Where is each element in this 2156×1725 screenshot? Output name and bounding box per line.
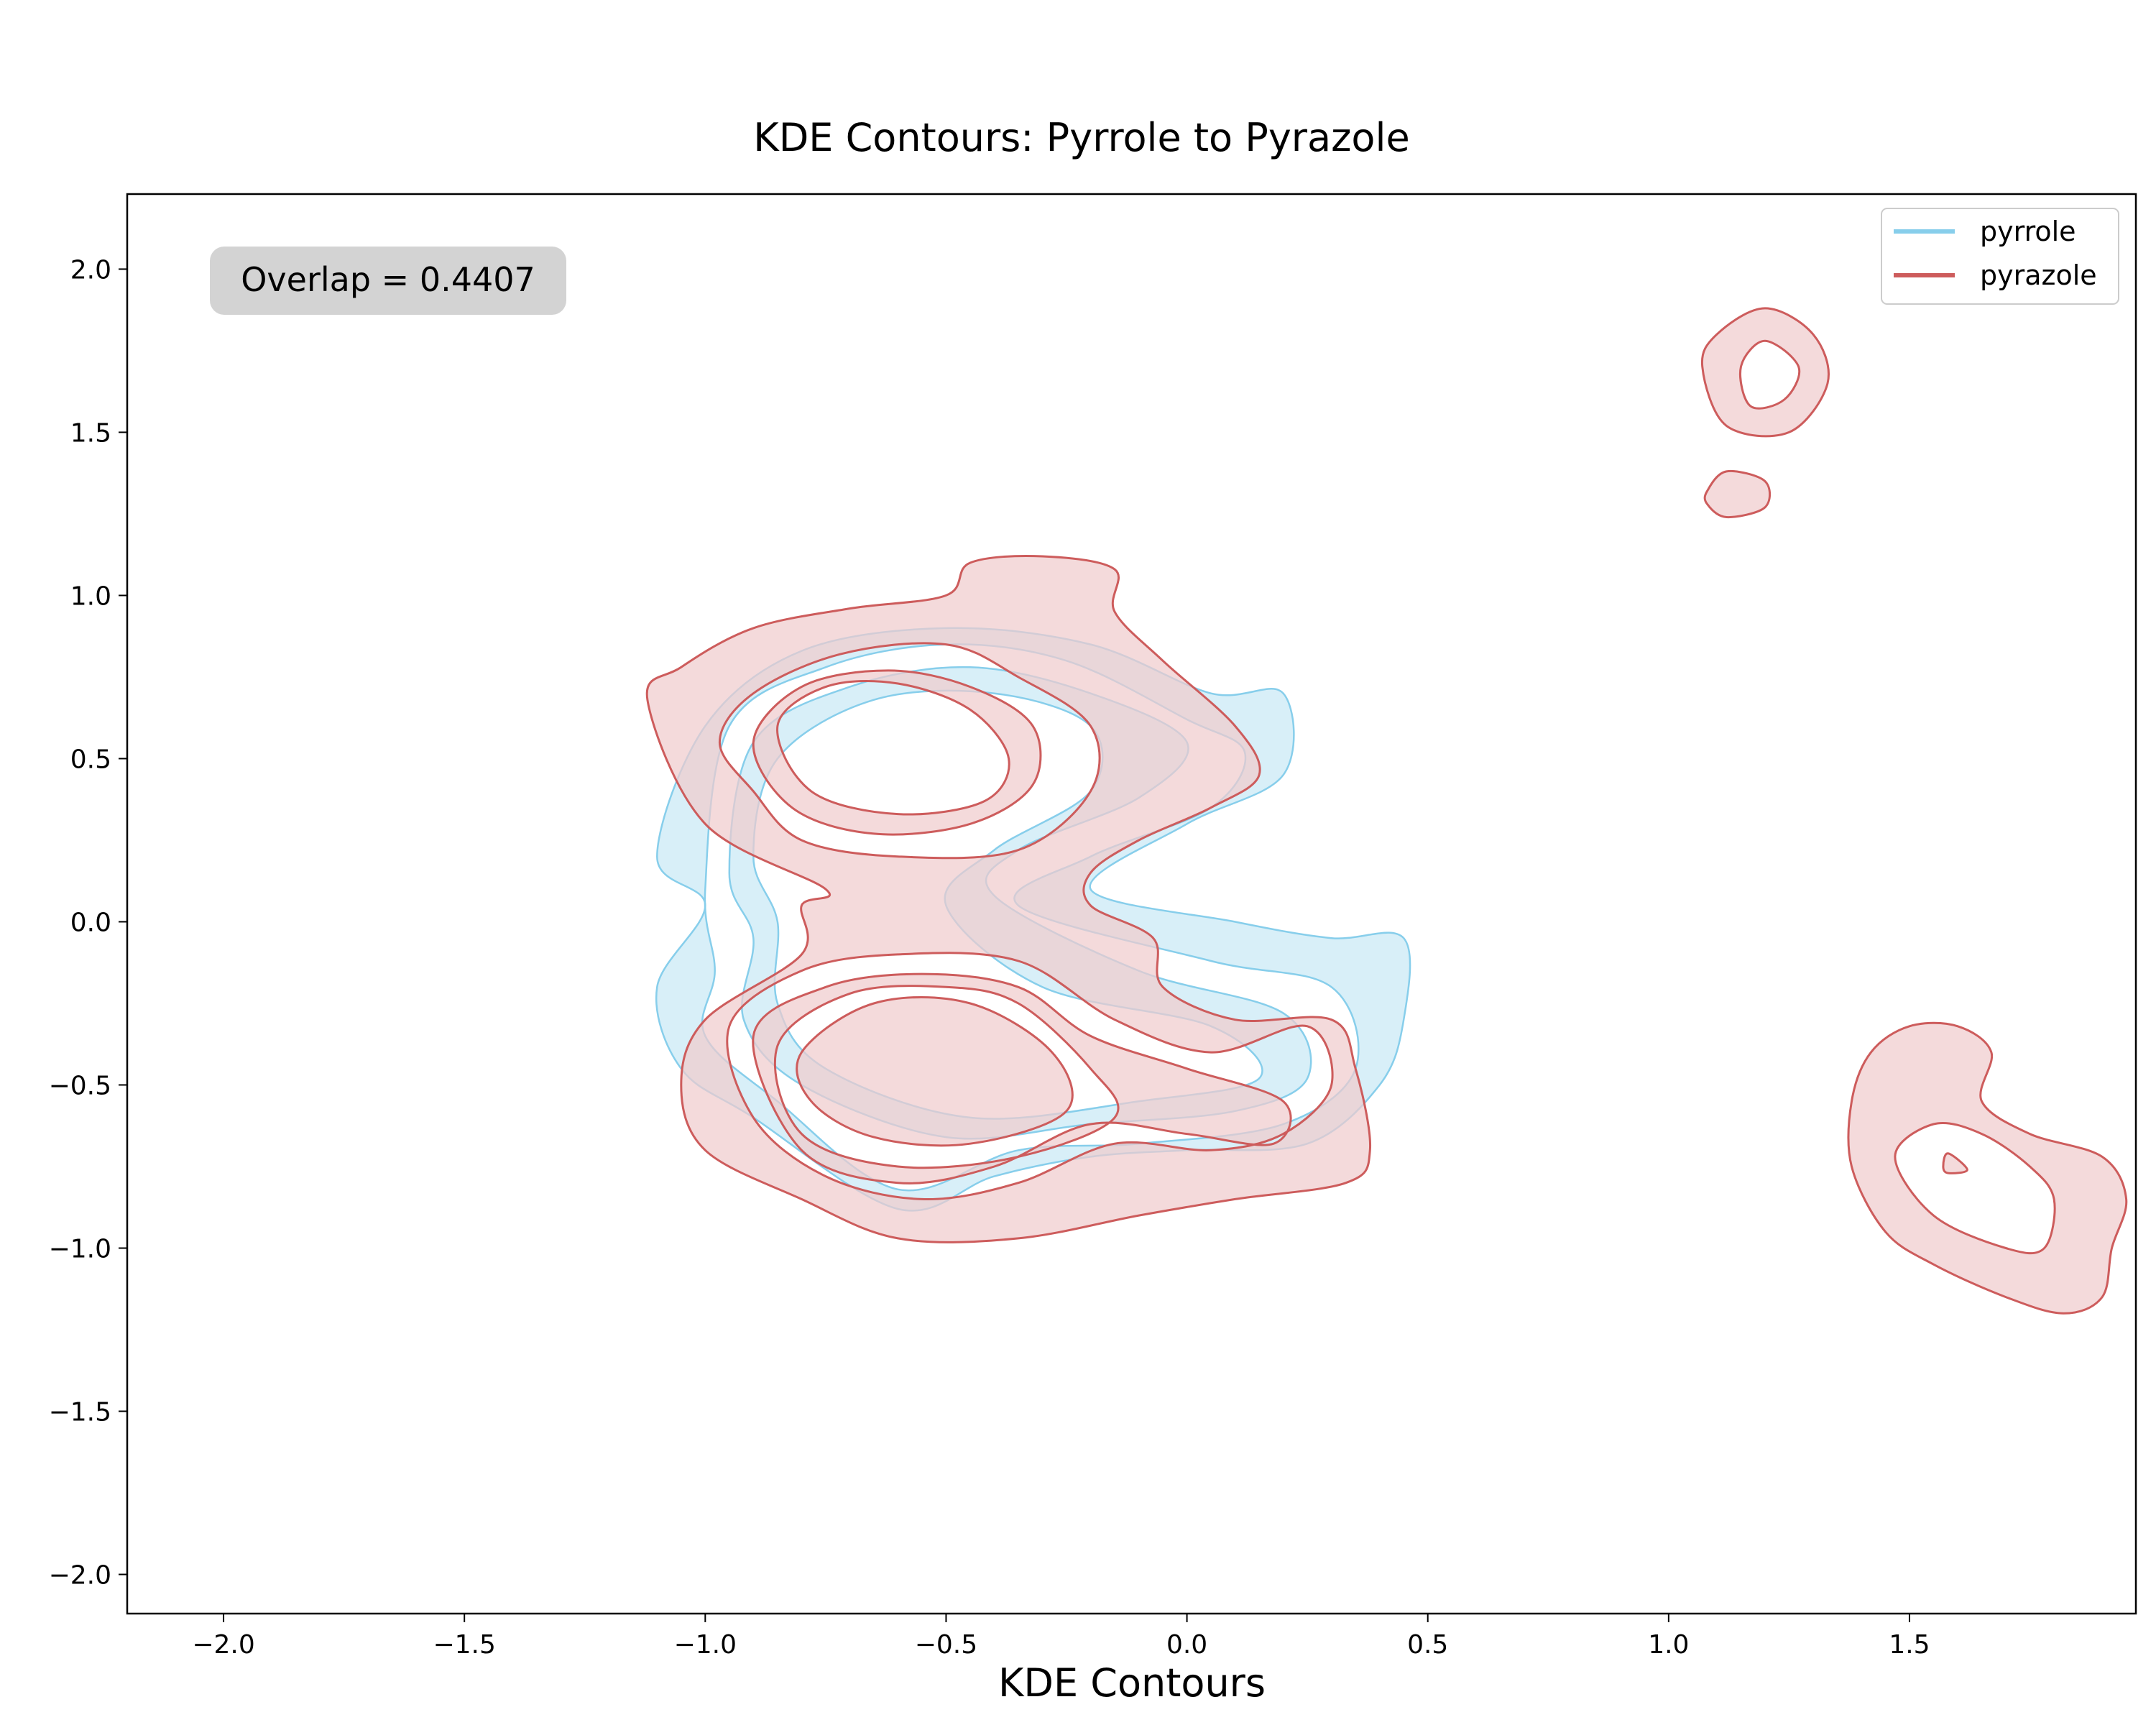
x-axis-label: KDE Contours xyxy=(998,1660,1266,1706)
x-tick-label: 1.5 xyxy=(1889,1630,1930,1660)
x-tick-label: −2.0 xyxy=(192,1630,254,1660)
y-axis: −2.0 −1.5 −1.0 −0.5 0.0 0.5 1.0 1.5 2.0 xyxy=(49,255,127,1591)
y-tick-label: 1.5 xyxy=(70,418,111,448)
x-tick-label: −1.5 xyxy=(433,1630,495,1660)
contour-line-pyrazole-13 xyxy=(1942,1152,1968,1174)
overlap-annotation: Overlap = 0.4407 xyxy=(210,247,566,315)
legend: pyrrole pyrazole xyxy=(1881,208,2119,305)
overlap-annotation-box xyxy=(210,247,566,315)
y-tick-label: 0.5 xyxy=(70,745,111,774)
y-tick-label: −1.5 xyxy=(49,1398,111,1427)
contour-line-pyrazole-5 xyxy=(752,972,1292,1184)
contour-fill-pyrazole xyxy=(647,308,2127,1314)
plot-frame xyxy=(126,193,2137,1615)
x-axis: −2.0 −1.5 −1.0 −0.5 0.0 0.5 1.0 1.5 xyxy=(192,1614,1930,1660)
x-tick-label: 0.5 xyxy=(1407,1630,1448,1660)
y-tick-label: −2.0 xyxy=(49,1561,111,1591)
x-tick-label: 1.0 xyxy=(1648,1630,1689,1660)
contour-line-pyrazole-1 xyxy=(718,642,1101,860)
contour-line-pyrazole-10 xyxy=(1703,469,1772,519)
x-tick-label: −1.0 xyxy=(674,1630,737,1660)
overlap-annotation-text: Overlap = 0.4407 xyxy=(241,260,535,299)
chart-title: KDE Contours: Pyrrole to Pyrazole xyxy=(753,115,1409,160)
x-tick-label: 0.0 xyxy=(1166,1630,1207,1660)
contour-line-pyrazole-2 xyxy=(752,669,1042,836)
x-tick-label: −0.5 xyxy=(915,1630,977,1660)
y-tick-label: 2.0 xyxy=(70,255,111,285)
contour-line-pyrazole-11 xyxy=(1847,1021,2128,1315)
contour-line-pyrazole-8 xyxy=(1700,307,1830,438)
y-tick-label: −0.5 xyxy=(49,1071,111,1100)
y-tick-label: 1.0 xyxy=(70,581,111,611)
contour-line-pyrazole-12 xyxy=(1894,1121,2056,1255)
contour-line-pyrazole-0 xyxy=(645,555,1372,1243)
contour-line-pyrazole-7 xyxy=(796,995,1074,1147)
contour-series-pyrazole xyxy=(645,307,2128,1315)
legend-label-pyrazole: pyrazole xyxy=(1980,259,2097,291)
contour-layer xyxy=(645,307,2128,1315)
contour-line-pyrazole-3 xyxy=(776,679,1010,816)
y-tick-label: −1.0 xyxy=(49,1234,111,1264)
contour-line-pyrazole-4 xyxy=(726,952,1334,1201)
legend-label-pyrrole: pyrrole xyxy=(1980,216,2076,247)
y-tick-label: 0.0 xyxy=(70,908,111,937)
contour-line-pyrazole-6 xyxy=(773,985,1120,1169)
contour-line-pyrazole-9 xyxy=(1739,339,1801,410)
